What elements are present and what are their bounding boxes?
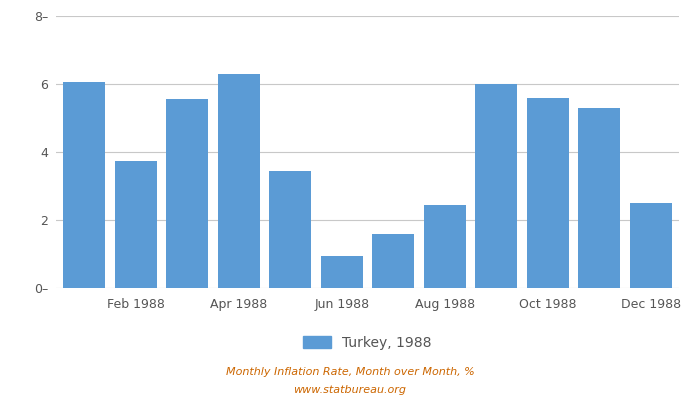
Bar [321, 256, 363, 288]
Bar [424, 205, 466, 288]
Bar [475, 84, 517, 288]
Bar [526, 98, 569, 288]
Bar [270, 171, 312, 288]
Bar [166, 99, 209, 288]
Text: Monthly Inflation Rate, Month over Month, %: Monthly Inflation Rate, Month over Month… [225, 367, 475, 377]
Bar [63, 82, 106, 288]
Legend: Turkey, 1988: Turkey, 1988 [298, 330, 438, 356]
Bar [578, 108, 620, 288]
Bar [629, 203, 672, 288]
Text: www.statbureau.org: www.statbureau.org [293, 385, 407, 395]
Bar [372, 234, 414, 288]
Bar [115, 160, 157, 288]
Bar [218, 74, 260, 288]
